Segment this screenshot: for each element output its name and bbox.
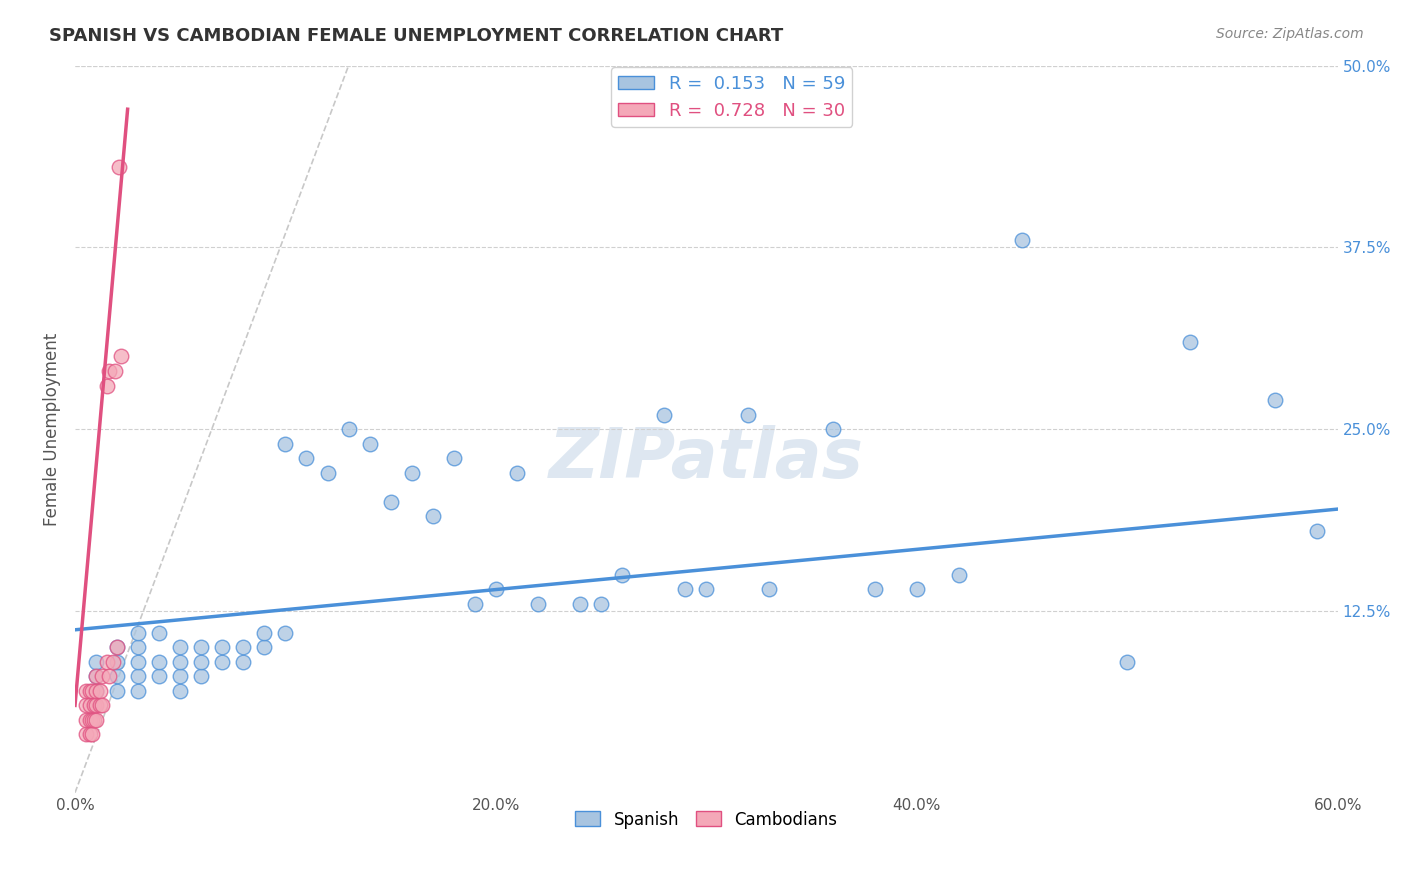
Text: ZIPatlas: ZIPatlas — [548, 425, 863, 491]
Point — [169, 684, 191, 698]
Point — [274, 625, 297, 640]
Point — [737, 408, 759, 422]
Point — [84, 684, 107, 698]
Point — [148, 655, 170, 669]
Point — [97, 669, 120, 683]
Point — [127, 669, 149, 683]
Point — [591, 597, 613, 611]
Point — [863, 582, 886, 596]
Point — [695, 582, 717, 596]
Point — [506, 466, 529, 480]
Point — [127, 625, 149, 640]
Point — [169, 640, 191, 655]
Point — [190, 655, 212, 669]
Point — [83, 698, 105, 713]
Point — [190, 640, 212, 655]
Point — [79, 713, 101, 727]
Point — [211, 655, 233, 669]
Point — [96, 655, 118, 669]
Point — [127, 684, 149, 698]
Point — [190, 669, 212, 683]
Point — [948, 567, 970, 582]
Point — [84, 669, 107, 683]
Point — [1263, 392, 1285, 407]
Point — [80, 684, 103, 698]
Point — [905, 582, 928, 596]
Point — [75, 698, 97, 713]
Point — [105, 655, 128, 669]
Point — [673, 582, 696, 596]
Point — [1116, 655, 1139, 669]
Point — [527, 597, 550, 611]
Point — [104, 364, 127, 378]
Point — [464, 597, 486, 611]
Point — [211, 640, 233, 655]
Point — [79, 698, 101, 713]
Point — [101, 655, 124, 669]
Point — [105, 640, 128, 655]
Point — [253, 625, 276, 640]
Point — [569, 597, 592, 611]
Point — [253, 640, 276, 655]
Point — [108, 161, 131, 175]
Point — [127, 640, 149, 655]
Point — [80, 713, 103, 727]
Point — [75, 727, 97, 741]
Point — [80, 727, 103, 741]
Point — [295, 451, 318, 466]
Y-axis label: Female Unemployment: Female Unemployment — [44, 333, 60, 525]
Point — [75, 713, 97, 727]
Point — [148, 625, 170, 640]
Point — [274, 436, 297, 450]
Point — [84, 669, 107, 683]
Point — [610, 567, 633, 582]
Point — [316, 466, 339, 480]
Point — [91, 669, 114, 683]
Text: SPANISH VS CAMBODIAN FEMALE UNEMPLOYMENT CORRELATION CHART: SPANISH VS CAMBODIAN FEMALE UNEMPLOYMENT… — [49, 27, 783, 45]
Point — [337, 422, 360, 436]
Point — [79, 684, 101, 698]
Point — [89, 698, 111, 713]
Point — [83, 713, 105, 727]
Point — [422, 509, 444, 524]
Legend: Spanish, Cambodians: Spanish, Cambodians — [569, 804, 844, 835]
Point — [148, 669, 170, 683]
Point — [169, 655, 191, 669]
Point — [96, 378, 118, 392]
Point — [1305, 524, 1327, 538]
Point — [232, 655, 254, 669]
Point — [169, 669, 191, 683]
Point — [232, 640, 254, 655]
Point — [1180, 334, 1202, 349]
Point — [84, 655, 107, 669]
Point — [1011, 233, 1033, 247]
Point — [110, 350, 132, 364]
Point — [84, 713, 107, 727]
Point — [97, 364, 120, 378]
Point — [127, 655, 149, 669]
Point — [821, 422, 844, 436]
Point — [652, 408, 675, 422]
Point — [105, 640, 128, 655]
Point — [485, 582, 508, 596]
Point — [75, 684, 97, 698]
Point — [105, 684, 128, 698]
Point — [84, 684, 107, 698]
Point — [758, 582, 780, 596]
Point — [91, 698, 114, 713]
Point — [359, 436, 381, 450]
Point — [79, 727, 101, 741]
Point — [89, 684, 111, 698]
Text: Source: ZipAtlas.com: Source: ZipAtlas.com — [1216, 27, 1364, 41]
Point — [401, 466, 423, 480]
Point — [105, 669, 128, 683]
Point — [443, 451, 465, 466]
Point — [84, 698, 107, 713]
Point — [380, 495, 402, 509]
